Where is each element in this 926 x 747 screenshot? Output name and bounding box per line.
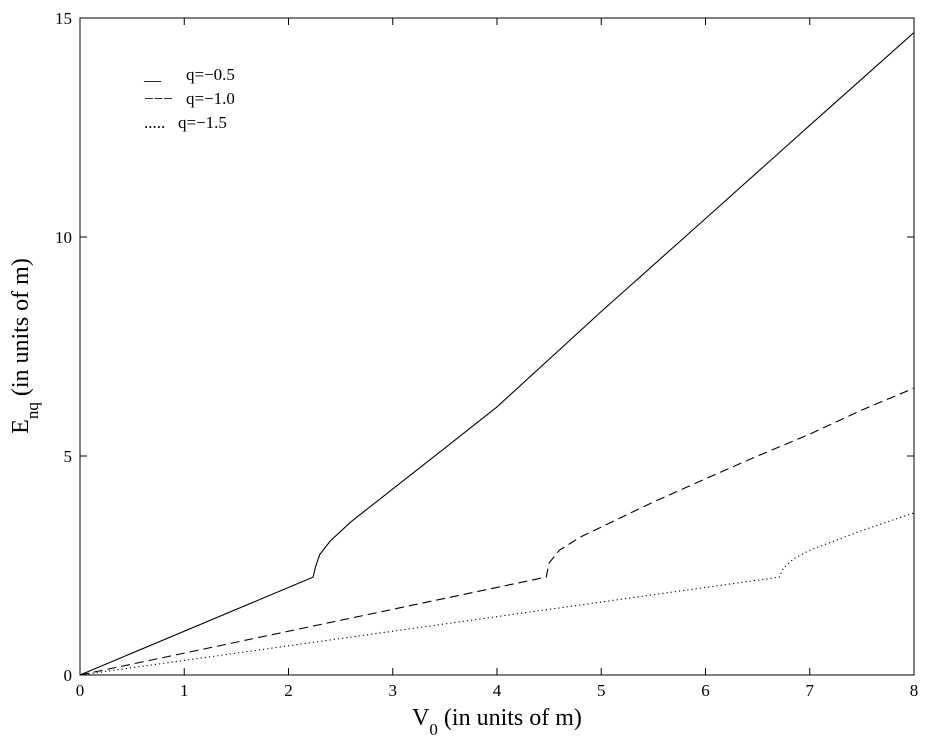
legend-marker-1: __ [143,65,162,84]
x-tick-label: 7 [806,681,815,700]
x-tick-label: 5 [597,681,606,700]
legend-marker-2: −−− [144,89,173,108]
y-tick-label: 10 [55,228,72,247]
x-axis-title: V0 (in units of m) [412,705,582,739]
legend-marker-3: ..... [144,113,165,132]
series-line-2 [79,387,915,676]
series-lines [79,32,915,676]
series-line-1 [79,32,915,676]
y-tick-label: 15 [55,9,72,28]
legend-label-3: q=−1.5 [178,113,227,132]
x-tick-label: 4 [493,681,502,700]
legend-label-1: q=−0.5 [186,65,235,84]
axis-ticks: 0 1 2 3 4 5 6 7 8 0 5 10 15 [55,9,918,700]
x-tick-label: 0 [76,681,85,700]
series-line-3 [79,512,915,676]
y-tick-label: 0 [64,666,73,685]
y-tick-label: 5 [64,447,73,466]
x-tick-label: 2 [284,681,293,700]
x-tick-label: 6 [701,681,710,700]
legend-label-2: q=−1.0 [186,89,235,108]
legend: __ q=−0.5 −−− q=−1.0..... q=−1.5 [143,65,235,132]
x-tick-label: 3 [389,681,398,700]
x-tick-label: 8 [910,681,919,700]
y-axis-title: Enq (in units of m) [8,258,42,434]
x-tick-label: 1 [180,681,189,700]
